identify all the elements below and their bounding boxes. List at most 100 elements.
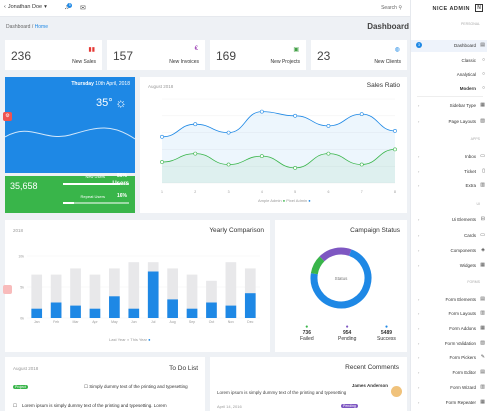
todo-title: To Do List: [169, 365, 198, 372]
mail-icon[interactable]: ✉: [80, 5, 86, 12]
breadcrumb-dashboard[interactable]: Dashboard: [6, 24, 31, 30]
pending-dot-icon: ●: [345, 324, 349, 330]
todo-checkbox[interactable]: ☐ Simply dummy text of the printing and …: [84, 384, 188, 389]
bar-this-year: [89, 308, 101, 318]
bar-this-year: [206, 302, 217, 318]
campaign-title: Campaign Status: [350, 227, 400, 234]
series-line: [161, 111, 396, 138]
inbox-icon: ▭: [480, 153, 485, 159]
bar-chart-icon: ▮▮: [88, 47, 95, 53]
sidebar-item-ui-elements[interactable]: › Ui Elements ⊟: [418, 216, 485, 222]
chevron-icon: ›: [418, 119, 420, 124]
user-menu[interactable]: ‹ Jonathan Doe ▾: [4, 4, 47, 10]
y-tick-label: 5k: [20, 286, 24, 290]
recent-comments-card: Recent Comments James Anderson Lorem ips…: [210, 357, 407, 411]
sidebar-item-widgets[interactable]: › Widgets ▦: [418, 262, 485, 268]
sidebar-item-modern[interactable]: Modern ○: [459, 85, 485, 91]
data-point: [259, 109, 264, 114]
repeater-icon: ▦: [480, 399, 485, 405]
data-point: [259, 154, 264, 159]
sidebar-item-dashboard[interactable]: 3 Dashboard ▤: [411, 40, 487, 52]
breadcrumb: Dashboard / Home: [6, 24, 48, 30]
sidebar-item-form-wizard[interactable]: › Form Wizard ▥: [418, 384, 485, 390]
success-label: Success: [377, 336, 396, 342]
pending-value: 954: [343, 330, 352, 336]
users-title: Users: [112, 181, 129, 187]
y-tick-label: 0k: [20, 317, 24, 321]
sidebar-item-sidebar-type[interactable]: › Sidebar Type ▦: [418, 102, 485, 108]
breadcrumb-home[interactable]: Home: [34, 24, 48, 30]
stat-label: New Clients: [374, 59, 401, 65]
data-point: [326, 123, 331, 128]
layout-icon: ▦: [480, 102, 485, 108]
todo-item-text: Simply dummy text of the printing and ty…: [89, 384, 188, 389]
chevron-icon: ›: [418, 183, 420, 188]
cards-icon: ▭: [480, 232, 485, 238]
todo-checkbox-2[interactable]: ☐: [13, 403, 18, 408]
sidebar-item-cards[interactable]: › Cards ▭: [418, 232, 485, 238]
sidebar-item-ticket[interactable]: › Ticket ▯: [418, 168, 485, 174]
sidebar-item-form-elements[interactable]: › Form Elements ▤: [418, 296, 485, 302]
sidebar-item-classic[interactable]: Classic ○: [461, 57, 485, 63]
sidebar-item-form-addons[interactable]: › Form Addons ▦: [418, 325, 485, 331]
success-value: 5489: [380, 330, 393, 336]
sidebar-item-analytical[interactable]: Analytical ○: [456, 71, 485, 77]
globe-icon: ◍: [394, 47, 400, 53]
bar-last-year: [225, 262, 237, 318]
notification-bell-icon[interactable]: ♫ 5: [64, 3, 73, 11]
ticket-icon: ▯: [482, 168, 485, 174]
data-point: [393, 129, 397, 133]
picker-icon: ✎: [480, 354, 485, 360]
sidebar-item-inbox[interactable]: › Inbox ▭: [418, 153, 485, 159]
pending-label: Pending: [338, 336, 357, 342]
stat-card-sales: 236 ▮▮ New Sales: [5, 40, 102, 70]
sales-ratio-period[interactable]: August 2018: [148, 84, 174, 89]
components-icon: ◈: [481, 247, 485, 253]
legend-series-2: Pixel Admin: [286, 198, 308, 203]
sidebar-item-form-pickers[interactable]: › Form Pickers ✎: [418, 354, 485, 360]
x-tick-label: 2: [194, 190, 196, 194]
circle-icon: ○: [481, 85, 485, 91]
sidebar-item-components[interactable]: › Components ◈: [418, 247, 485, 253]
bar-last-year: [128, 262, 140, 318]
x-tick-label: Jul: [151, 320, 156, 324]
search-button[interactable]: Search ⚲: [381, 5, 402, 11]
sidebar-item-extra[interactable]: › Extra ▥: [418, 182, 485, 188]
section-personal: PERSONAL: [460, 22, 480, 26]
x-tick-label: 8: [394, 190, 396, 194]
data-point: [160, 160, 164, 164]
yearly-period[interactable]: 2018: [13, 228, 24, 233]
todo-period[interactable]: August 2018: [13, 366, 39, 371]
legend-series-1: Ample Admin: [258, 198, 282, 203]
sidebar-item-form-validation[interactable]: › Form Validation ▧: [418, 340, 485, 346]
bar-this-year: [186, 308, 198, 318]
settings-gear-icon[interactable]: ⚙: [3, 112, 12, 121]
brand-name[interactable]: NICE ADMIN: [432, 6, 470, 12]
sidebar-item-form-repeater[interactable]: › Form Repeater ▦: [418, 399, 485, 405]
sidebar-item-form-layouts[interactable]: › Form Layouts ▥: [418, 310, 485, 316]
avatar[interactable]: [391, 386, 402, 397]
grid-icon: ▥: [480, 182, 485, 188]
data-point: [293, 165, 298, 170]
x-tick-label: 4: [261, 190, 263, 194]
side-tab[interactable]: [3, 285, 12, 294]
yearly-comparison-chart: 10k 5k 0k Jan Feb Mar Apr May Jun Jul Aug Sep Oct Nov…: [18, 255, 260, 324]
x-tick-label: 5: [294, 190, 296, 194]
x-tick-label: Feb: [53, 320, 59, 324]
stat-card-clients: 23 ◍ New Clients: [311, 40, 407, 70]
success-dot-icon: ●: [384, 324, 388, 330]
x-tick-label: 3: [228, 190, 230, 194]
bar-last-year: [50, 274, 62, 318]
data-point: [226, 130, 231, 135]
brand-logo-icon: N: [475, 4, 483, 12]
notification-badge: 5: [67, 3, 73, 8]
sidebar-item-form-editor[interactable]: › Form Editor ▤: [418, 369, 485, 375]
sidebar-item-page-layouts[interactable]: › Page Layouts ▧: [418, 118, 485, 124]
chevron-down-icon: ▾: [44, 4, 47, 10]
widgets-icon: ▦: [480, 262, 485, 268]
donut-slice: [310, 249, 372, 309]
bar-last-year: [31, 274, 43, 318]
data-point: [393, 147, 397, 152]
data-point: [160, 134, 164, 139]
chevron-icon: ›: [418, 169, 420, 174]
